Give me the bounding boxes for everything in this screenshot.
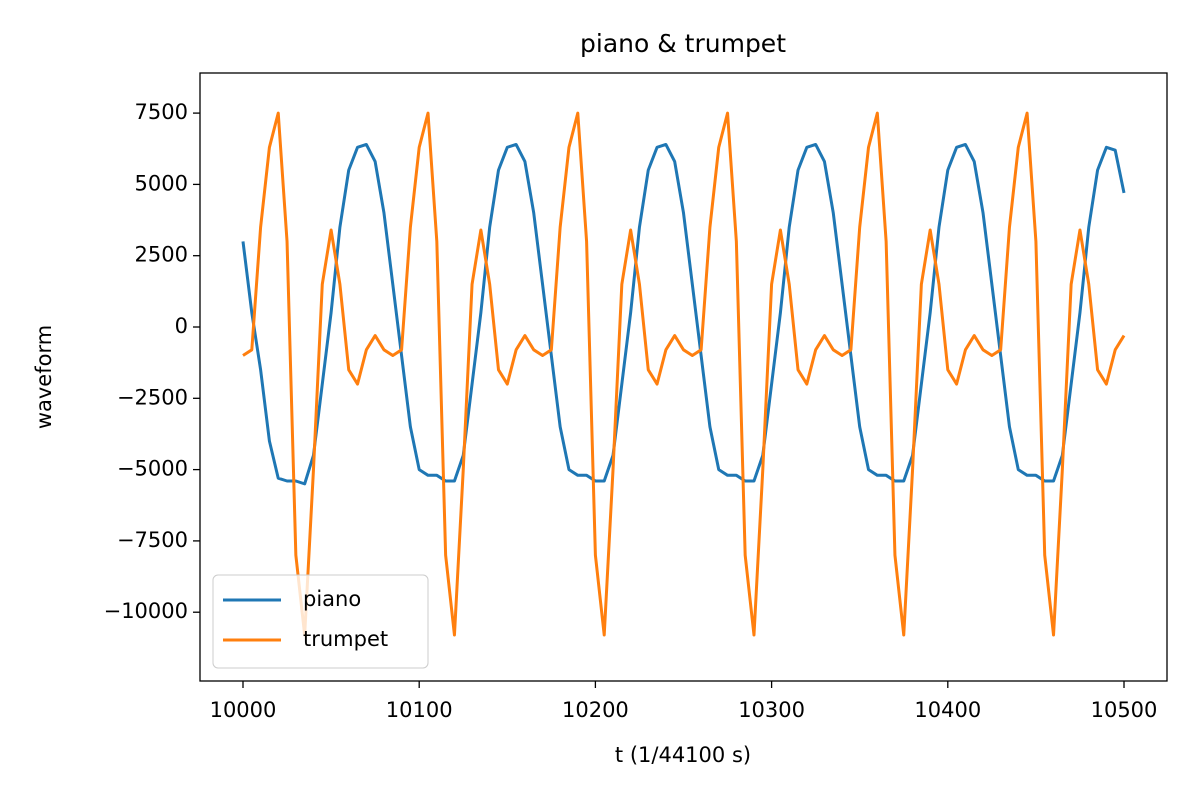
y-axis-label: waveform bbox=[32, 325, 56, 429]
x-tick-label: 10500 bbox=[1091, 698, 1158, 722]
legend-label: piano bbox=[303, 587, 361, 611]
y-tick-label: −10000 bbox=[104, 599, 188, 623]
y-tick-label: 7500 bbox=[135, 100, 188, 124]
line-series bbox=[241, 142, 1126, 486]
chart-title: piano & trumpet bbox=[580, 29, 786, 58]
legend-label: trumpet bbox=[303, 627, 388, 651]
x-tick-label: 10000 bbox=[210, 698, 277, 722]
y-tick-label: −2500 bbox=[117, 385, 188, 409]
y-tick-label: −5000 bbox=[117, 457, 188, 481]
x-tick-label: 10100 bbox=[386, 698, 453, 722]
legend-box bbox=[212, 574, 429, 669]
y-tick-label: −7500 bbox=[117, 528, 188, 552]
y-tick-label: 5000 bbox=[135, 171, 188, 195]
y-tick-label: 0 bbox=[175, 314, 188, 338]
x-tick-label: 10400 bbox=[914, 698, 981, 722]
y-tick-label: 2500 bbox=[135, 243, 188, 267]
plot-frame bbox=[199, 72, 1168, 682]
line-series bbox=[242, 111, 1126, 637]
x-tick-label: 10200 bbox=[562, 698, 629, 722]
x-axis-label: t (1/44100 s) bbox=[615, 743, 751, 767]
x-tick-label: 10300 bbox=[738, 698, 805, 722]
